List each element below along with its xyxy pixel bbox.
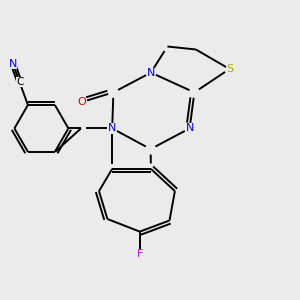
Text: F: F bbox=[136, 249, 143, 259]
Text: N: N bbox=[108, 123, 116, 134]
Text: C: C bbox=[16, 77, 23, 88]
Text: N: N bbox=[9, 59, 17, 69]
Text: N: N bbox=[147, 68, 155, 78]
Text: N: N bbox=[185, 123, 194, 134]
Text: S: S bbox=[226, 64, 233, 74]
Text: O: O bbox=[77, 97, 86, 107]
